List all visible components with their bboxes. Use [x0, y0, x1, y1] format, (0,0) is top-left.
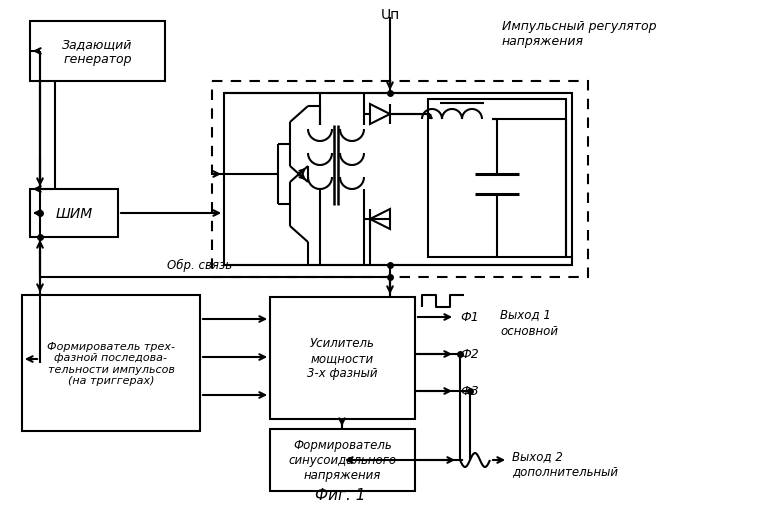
Bar: [270, 429, 415, 491]
Bar: [224, 94, 572, 266]
Text: Фиг. 1: Фиг. 1: [315, 487, 365, 502]
Bar: [428, 100, 566, 258]
Text: Выход 2: Выход 2: [512, 449, 563, 463]
Text: Ф2: Ф2: [460, 348, 479, 361]
Text: ШИМ: ШИМ: [55, 207, 93, 220]
Bar: [270, 297, 415, 419]
Text: Ф3: Ф3: [460, 385, 479, 398]
Text: дополнительный: дополнительный: [512, 465, 618, 477]
Bar: [212, 82, 588, 277]
Text: Задающий
генератор: Задающий генератор: [62, 38, 133, 66]
Bar: [30, 190, 118, 238]
Text: Ф1: Ф1: [460, 311, 479, 324]
Text: Формирователь трех-
фазной последова-
тельности импульсов
(на триггерах): Формирователь трех- фазной последова- те…: [47, 341, 175, 386]
Text: Импульсный регулятор
напряжения: Импульсный регулятор напряжения: [502, 20, 657, 48]
Polygon shape: [370, 105, 390, 125]
Bar: [30, 22, 165, 82]
Text: Обр. связь: Обр. связь: [168, 259, 232, 271]
Text: основной: основной: [500, 325, 558, 338]
Polygon shape: [370, 210, 390, 230]
Text: Формирователь
синусоидального
напряжения: Формирователь синусоидального напряжения: [289, 439, 396, 482]
Text: Усилитель
мощности
3-х фазный: Усилитель мощности 3-х фазный: [307, 337, 378, 380]
Text: Выход 1: Выход 1: [500, 308, 551, 321]
Text: Uп: Uп: [381, 8, 399, 22]
Bar: [22, 295, 200, 431]
